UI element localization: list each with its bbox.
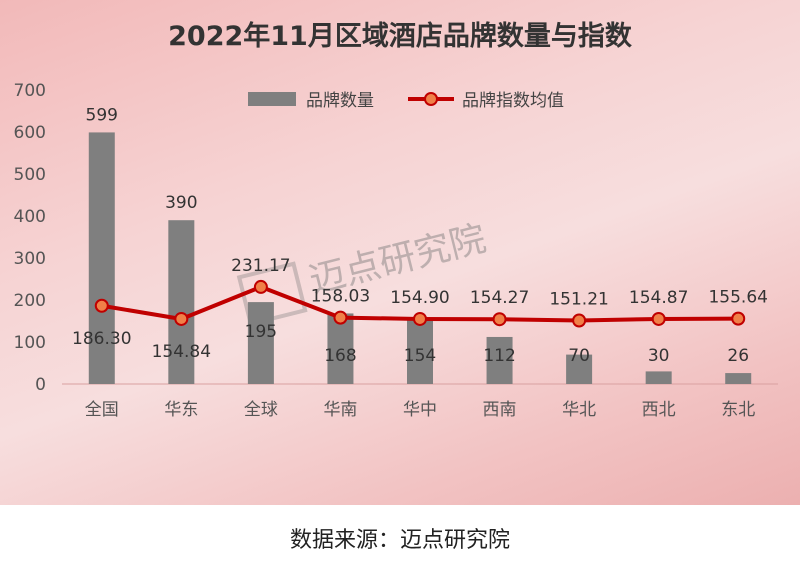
- bar-data-label: 30: [648, 346, 670, 366]
- bar-data-label: 599: [86, 105, 118, 125]
- x-tick-label: 全国: [85, 400, 119, 420]
- x-tick-label: 东北: [721, 400, 755, 420]
- legend-line-label: 品牌指数均值: [462, 91, 564, 111]
- line-point: [413, 311, 427, 326]
- legend: 品牌数量 品牌指数均值: [248, 86, 564, 111]
- bar-data-label: 195: [245, 322, 277, 342]
- line-point: [174, 311, 189, 326]
- y-tick-label: 700: [14, 81, 46, 101]
- x-tick-label: 全球: [244, 400, 278, 420]
- line-data-label: 231.17: [231, 256, 290, 276]
- bar: [407, 319, 433, 384]
- line-point: [94, 298, 109, 313]
- line-point: [253, 279, 268, 294]
- bar-data-label: 390: [165, 193, 197, 213]
- bar: [168, 220, 195, 384]
- bar-data-label: 26: [727, 346, 749, 366]
- x-tick-label: 华北: [562, 400, 596, 420]
- x-tick-label: 华南: [323, 400, 357, 420]
- y-tick-label: 600: [14, 123, 46, 143]
- x-tick-label: 西北: [642, 400, 676, 420]
- line-data-label: 154.87: [629, 288, 688, 308]
- bar: [88, 132, 115, 384]
- line-data-label: 154.84: [152, 342, 211, 362]
- legend-bar-label: 品牌数量: [306, 91, 374, 111]
- bar: [327, 313, 354, 384]
- bar: [566, 354, 593, 384]
- legend-line-swatch: [408, 91, 454, 106]
- bar-data-label: 112: [483, 346, 515, 366]
- data-source: 数据来源：迈点研究院: [289, 528, 510, 553]
- bar: [486, 336, 513, 384]
- bar: [247, 302, 274, 384]
- x-tick-label: 西南: [483, 400, 517, 420]
- chart-title: 2022年11月区域酒店品牌数量与指数: [168, 21, 632, 52]
- line-point: [492, 312, 507, 327]
- bar-data-label: 70: [568, 346, 590, 366]
- bar: [645, 371, 672, 384]
- line-data-label: 151.21: [549, 289, 608, 309]
- line-data-label: 155.64: [708, 288, 767, 308]
- y-tick-label: 500: [14, 165, 46, 185]
- line-data-label: 158.03: [311, 287, 370, 307]
- x-tick-label: 华东: [164, 400, 198, 420]
- bar-data-label: 154: [404, 346, 436, 366]
- y-tick-label: 300: [14, 249, 46, 269]
- chart-plot: 0 100 200 300 400 500 600 700 全国 华东 全球 华南 华中 西南 华北 西北 东北…: [14, 81, 778, 420]
- y-tick-label: 0: [35, 375, 46, 395]
- y-tick-label: 400: [14, 207, 46, 227]
- bar-data-label: 168: [324, 346, 356, 366]
- line-point: [572, 313, 587, 328]
- line-data-label: 154.27: [470, 288, 529, 308]
- y-tick-label: 200: [14, 291, 46, 311]
- line-point: [333, 310, 348, 325]
- line-data-label: 154.90: [390, 288, 449, 308]
- x-tick-label: 华中: [403, 400, 437, 420]
- line-point: [651, 311, 666, 326]
- line-point: [731, 311, 746, 326]
- bar: [725, 373, 752, 384]
- line-data-label: 186.30: [72, 329, 131, 349]
- y-tick-label: 100: [14, 333, 46, 353]
- legend-bar-swatch: [248, 91, 296, 106]
